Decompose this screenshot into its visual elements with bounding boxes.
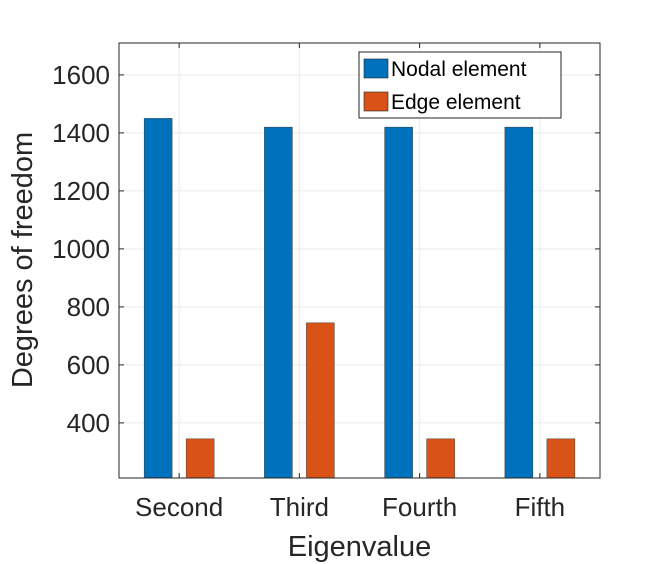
y-tick-label: 600 [67, 350, 110, 380]
y-axis-ticks: 400 600 800 1000 1200 1400 1600 [52, 60, 600, 438]
bar-edge-element-third [306, 322, 335, 479]
y-tick-label: 1600 [52, 60, 110, 90]
legend-swatch-edge-element [363, 91, 389, 112]
y-axis-title: Degrees of freedom [7, 132, 39, 388]
bar-nodal-element-third [264, 126, 293, 479]
legend-swatch-nodal-element [363, 58, 389, 79]
bar-nodal-element-fourth [384, 126, 413, 479]
bar-nodal-element-fifth [504, 126, 534, 479]
x-tick-label: Fifth [515, 492, 566, 522]
y-tick-label: 400 [67, 408, 110, 438]
x-axis-ticks: Second Third Fourth Fifth [135, 43, 565, 522]
legend-box [358, 51, 562, 119]
bar-nodal-element-second [143, 118, 173, 479]
y-tick-label: 800 [67, 292, 110, 322]
bar-edge-element-fourth [426, 438, 455, 479]
y-tick-label: 1400 [52, 118, 110, 148]
grid-lines [119, 43, 600, 478]
y-tick-label: 1000 [52, 234, 110, 264]
bar-edge-element-fifth [546, 438, 576, 479]
legend-label-edge-element: Edge element [391, 91, 521, 114]
bar-edge-element-second [185, 438, 215, 479]
x-tick-label: Second [135, 492, 223, 522]
x-tick-label: Third [270, 492, 329, 522]
legend-label-nodal-element: Nodal element [391, 58, 527, 81]
plot-frame [118, 42, 601, 479]
x-tick-label: Fourth [382, 492, 457, 522]
x-axis-title: Eigenvalue [288, 531, 432, 563]
legend[interactable]: Nodal element Edge element [358, 51, 562, 119]
bars-group [143, 118, 576, 479]
y-tick-label: 1200 [52, 176, 110, 206]
